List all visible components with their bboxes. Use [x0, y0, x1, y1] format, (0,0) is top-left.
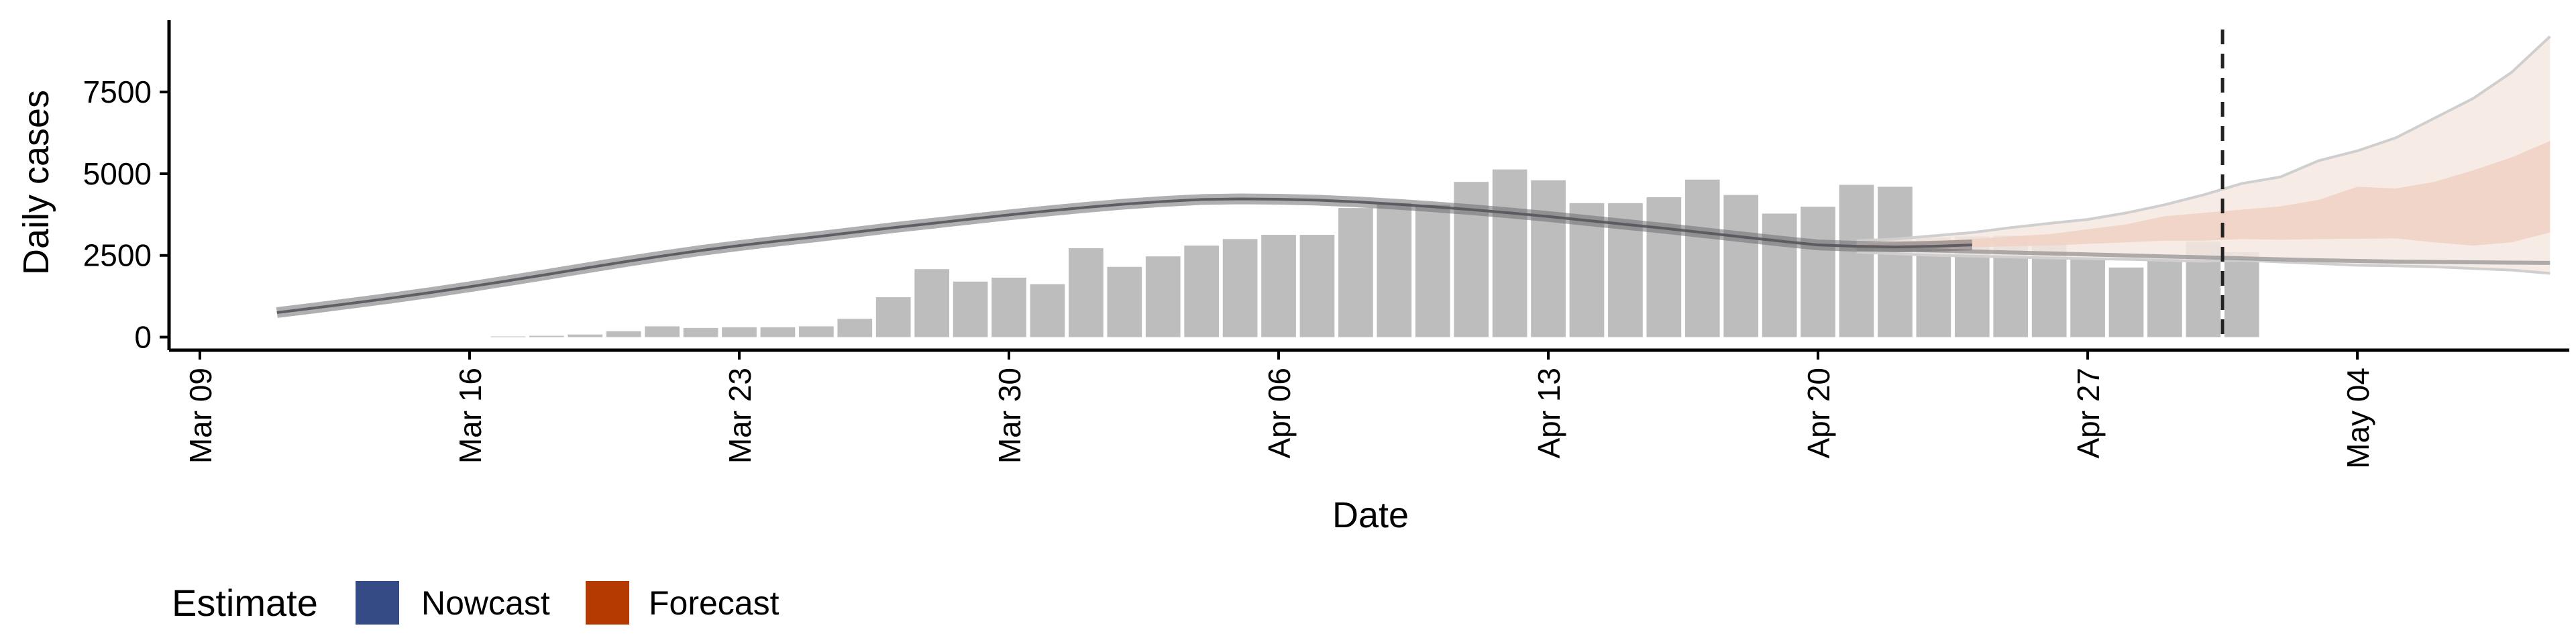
case-bar [1338, 208, 1373, 337]
case-bar [529, 335, 564, 337]
case-bar [760, 327, 796, 337]
case-bar [1069, 248, 1104, 337]
legend-label-forecast: Forecast [649, 584, 780, 622]
forecast-median-line [1856, 246, 2551, 265]
legend: Estimate Nowcast Forecast [172, 581, 780, 625]
x-tick-label: Mar 30 [992, 368, 1027, 464]
legend-swatch-nowcast [356, 581, 399, 625]
case-bar [1531, 180, 1566, 337]
case-bar [875, 297, 911, 337]
x-tick-label: Apr 20 [1801, 368, 1836, 459]
legend-label-nowcast: Nowcast [421, 584, 550, 622]
case-bar [799, 326, 834, 337]
case-bar [645, 326, 680, 337]
y-tick-label: 2500 [83, 238, 152, 273]
legend-title: Estimate [172, 582, 318, 624]
case-bar [683, 327, 718, 337]
x-tick-label: Apr 27 [2071, 368, 2106, 459]
case-bar [914, 269, 949, 337]
x-tick-label: Mar 16 [453, 368, 488, 464]
case-bar [568, 334, 603, 337]
case-bar [991, 277, 1026, 337]
y-tick-label: 7500 [83, 74, 152, 109]
case-bar [1801, 207, 1835, 337]
x-axis-title: Date [1332, 495, 1409, 535]
case-bar [2147, 258, 2182, 337]
forecast-inner-band [1856, 141, 2551, 249]
legend-swatch-forecast [586, 581, 629, 625]
case-bar [1184, 246, 1220, 337]
x-tick-label: Apr 06 [1262, 368, 1297, 459]
case-bar [2108, 267, 2144, 337]
case-bar [1030, 284, 1065, 337]
case-bar [1299, 235, 1335, 337]
x-tick-label: Mar 23 [722, 368, 757, 464]
case-bar [2070, 259, 2105, 337]
y-tick-label: 0 [134, 320, 152, 355]
case-bar [1415, 205, 1450, 337]
case-bar [1684, 179, 1720, 337]
forecast-upper-line [1856, 35, 2551, 242]
y-tick-label: 5000 [83, 156, 152, 191]
case-bar [606, 331, 641, 337]
case-bar [1222, 239, 1258, 337]
case-bar [837, 319, 873, 337]
case-bar [1646, 197, 1682, 337]
case-bar [722, 327, 757, 337]
case-bar [1762, 213, 1797, 337]
forecast-lower-line [1856, 250, 2551, 275]
plot-area [276, 30, 2551, 337]
case-bar [953, 281, 988, 337]
case-bar [1377, 203, 1412, 337]
case-bar [1878, 186, 1913, 337]
y-axis-title: Daily cases [16, 90, 56, 275]
case-bar [1723, 195, 1759, 337]
case-bar [1839, 184, 1874, 337]
x-tick-label: Mar 09 [183, 368, 218, 464]
case-bar [2224, 252, 2259, 337]
x-tick-label: Apr 13 [1532, 368, 1566, 459]
case-bar [1492, 169, 1527, 337]
nowcast-line [276, 197, 1972, 314]
case-bar [1107, 266, 1142, 337]
x-tick-label: May 04 [2341, 368, 2375, 469]
case-bar [1145, 256, 1181, 337]
axes: 0 2500 5000 7500 Mar 09 Mar 16 Mar 23 Mar 30 Apr… [83, 20, 2569, 469]
case-bar [1261, 235, 1296, 337]
